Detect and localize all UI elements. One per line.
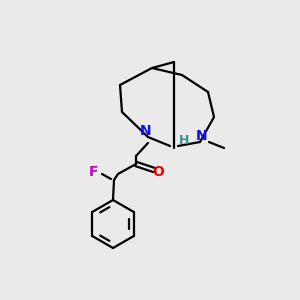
Text: F: F <box>88 165 98 179</box>
Text: H: H <box>179 134 189 146</box>
Text: O: O <box>152 165 164 179</box>
Text: N: N <box>140 124 152 138</box>
Text: N: N <box>196 129 208 143</box>
